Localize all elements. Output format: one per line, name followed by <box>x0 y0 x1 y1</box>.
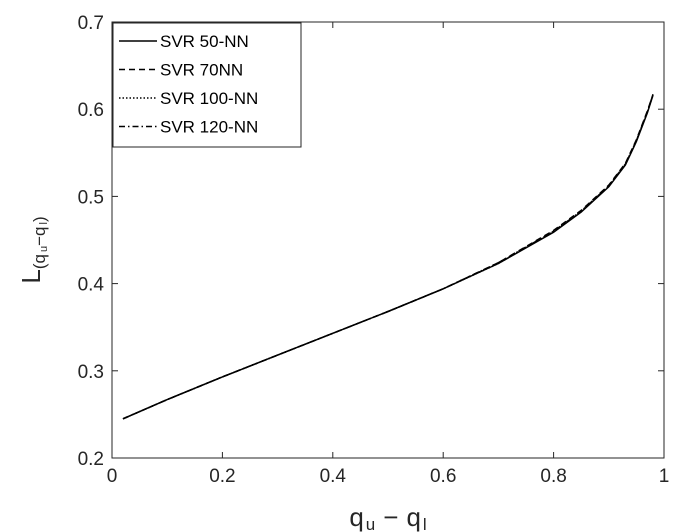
x-label-q2-main: q <box>406 502 420 532</box>
y-tick-label: 0.3 <box>78 362 104 383</box>
x-tick-label: 0.8 <box>540 466 566 487</box>
legend-label-1: SVR 50-NN <box>160 32 249 51</box>
x-axis-label: q u − q l <box>349 502 426 532</box>
series-group <box>122 94 654 420</box>
y-tick-label: 0.7 <box>78 13 104 34</box>
y-label-sub-q2: q <box>30 226 49 235</box>
legend-label-2: SVR 70NN <box>160 61 243 80</box>
y-label-L: L <box>16 269 46 283</box>
x-label-q-main: q <box>349 502 363 532</box>
x-tick-label: 0 <box>107 466 118 487</box>
x-tick-label: 0.6 <box>430 466 456 487</box>
y-axis-label: L(qu−ql) <box>16 216 50 283</box>
legend-label-3: SVR 100-NN <box>160 89 258 108</box>
y-tick-label: 0.5 <box>78 187 104 208</box>
y-label-sub-q1: q <box>30 254 49 263</box>
x-tick-label: 0.2 <box>209 466 235 487</box>
y-tick-label: 0.6 <box>78 100 104 121</box>
x-label-sub-u: u <box>366 515 375 532</box>
series-line-4 <box>122 94 654 420</box>
x-label-minus: − <box>383 502 398 532</box>
y-label-sub-minus: − <box>30 236 49 246</box>
y-tick-label: 0.4 <box>78 275 105 296</box>
y-label-sub-u: u <box>38 246 50 252</box>
y-label-sub-close: ) <box>30 216 49 222</box>
y-label-sub-open: ( <box>30 263 49 269</box>
legend-label-4: SVR 120-NN <box>160 118 258 137</box>
x-tick-label: 1 <box>659 466 670 487</box>
y-label-sub-l: l <box>38 222 50 224</box>
y-tick-label: 0.2 <box>78 449 104 470</box>
legend: SVR 50-NN SVR 70NN SVR 100-NN SVR 120-NN <box>112 22 302 148</box>
ticks-group: 0 0.2 0.4 0.6 0.8 10.20.30.40.50.60.7 <box>78 13 670 487</box>
x-label-sub-l: l <box>423 515 427 532</box>
x-tick-label: 0.4 <box>320 466 347 487</box>
plot-frame <box>111 21 665 459</box>
legend-box <box>112 22 302 148</box>
